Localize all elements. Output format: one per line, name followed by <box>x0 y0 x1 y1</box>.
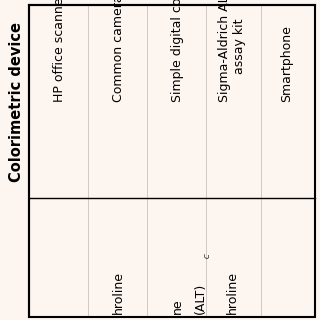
Text: Simple digital colorimetry: Simple digital colorimetry <box>171 0 184 102</box>
Text: Sigma-Aldrich ALT
assay kit: Sigma-Aldrich ALT assay kit <box>218 0 246 102</box>
Text: Colorimetric device: Colorimetric device <box>10 22 24 182</box>
Bar <box>29 5 315 317</box>
Text: hroline: hroline <box>226 271 238 314</box>
Text: $^C$: $^C$ <box>205 252 215 259</box>
Text: Smartphone: Smartphone <box>280 26 293 102</box>
Text: ne: ne <box>171 298 184 314</box>
Text: HP office scanner: HP office scanner <box>53 0 66 102</box>
Text: hroline: hroline <box>112 271 125 314</box>
Text: (ALT): (ALT) <box>194 282 206 314</box>
Text: Common camera: Common camera <box>112 0 125 102</box>
